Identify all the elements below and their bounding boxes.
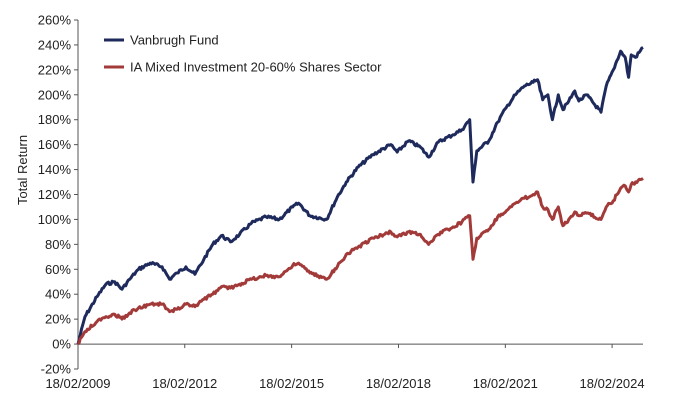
x-tick-label: 18/02/2009 (45, 376, 110, 391)
y-axis-title: Total Return (15, 135, 30, 205)
y-tick-label: -20% (41, 362, 72, 377)
x-tick-label: 18/02/2021 (473, 376, 538, 391)
y-axis: -20% 0% 20% 40% 60% 80% 100% 120% 140% 160% 180% 20… (38, 13, 79, 377)
x-tick-label: 18/02/2015 (259, 376, 324, 391)
y-tick-label: 60% (45, 262, 71, 277)
series-layer (76, 46, 644, 346)
x-tick-label: 18/02/2024 (580, 376, 645, 391)
series-line (76, 46, 644, 345)
series-line (76, 177, 644, 346)
y-tick-label: 260% (38, 13, 72, 28)
y-tick-label: 200% (38, 87, 72, 102)
y-tick-label: 220% (38, 62, 72, 77)
legend: Vanbrugh Fund IA Mixed Investment 20-60% … (104, 33, 382, 75)
y-tick-label: 20% (45, 312, 71, 327)
x-axis: 18/02/2009 18/02/2012 18/02/2015 18/02/2018… (45, 343, 645, 391)
x-tick-label: 18/02/2018 (366, 376, 431, 391)
y-tick-label: 80% (45, 237, 71, 252)
y-tick-label: 160% (38, 137, 72, 152)
y-tick-label: 120% (38, 187, 72, 202)
legend-label: IA Mixed Investment 20-60% Shares Sector (130, 60, 382, 75)
legend-label: Vanbrugh Fund (130, 33, 219, 48)
y-tick-label: 140% (38, 162, 72, 177)
y-tick-label: 240% (38, 37, 72, 52)
y-tick-label: 100% (38, 212, 72, 227)
x-tick-label: 18/02/2012 (152, 376, 217, 391)
y-tick-label: 0% (52, 337, 71, 352)
y-tick-label: 40% (45, 287, 71, 302)
y-tick-label: 180% (38, 112, 72, 127)
